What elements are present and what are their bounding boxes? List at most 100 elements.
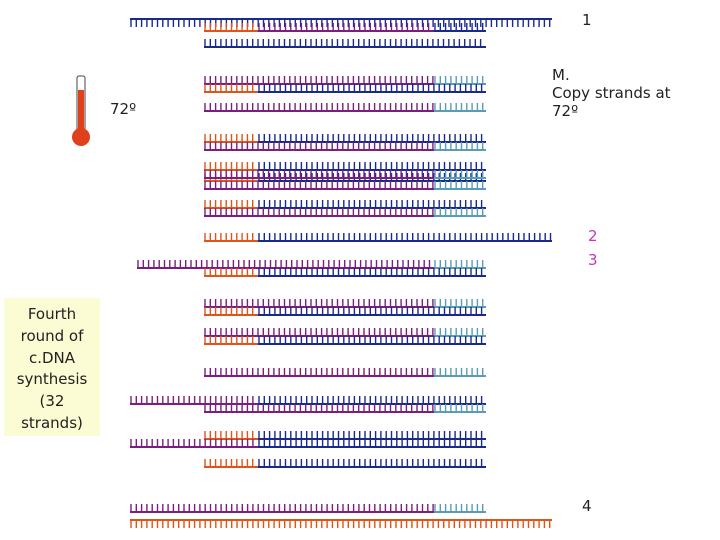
strand-bases <box>204 76 434 84</box>
strand-bases <box>258 439 483 447</box>
strand-bases <box>258 233 552 241</box>
strand-bases <box>434 76 484 84</box>
dna-strand <box>204 23 486 32</box>
dna-strand <box>204 39 486 48</box>
strand-bases <box>258 162 483 170</box>
round-box-line: (32 <box>39 392 65 410</box>
strand-bases <box>204 84 254 92</box>
dna-strand <box>204 181 486 190</box>
strand-bases <box>204 431 254 439</box>
dna-strand <box>204 162 486 171</box>
strand-bases <box>434 368 484 376</box>
strand-bases <box>434 504 484 512</box>
temperature-label: 72º <box>110 100 137 118</box>
round-box-line: Fourth <box>27 305 77 323</box>
dna-strand <box>204 307 486 316</box>
strand-bases <box>258 268 483 276</box>
strand-bases <box>258 396 483 404</box>
strand-bases <box>204 268 254 276</box>
dna-strand <box>204 459 486 468</box>
strand-bases <box>204 134 254 142</box>
dna-strand <box>204 404 486 413</box>
dna-strand <box>204 208 486 217</box>
step-2-label: 2 <box>588 227 598 245</box>
thermometer-icon <box>72 75 90 146</box>
strands-layer <box>130 18 552 528</box>
strand-bases <box>204 459 254 467</box>
strand-bases <box>204 39 482 47</box>
strand-bases <box>434 181 484 189</box>
strand-bases <box>130 439 254 447</box>
strand-bases <box>204 336 254 344</box>
strand-bases <box>258 23 430 31</box>
strand-bases <box>130 504 434 512</box>
step-3-label: 3 <box>588 251 598 269</box>
strand-bases <box>204 170 434 178</box>
step-m-text-line-2: 72º <box>552 102 579 120</box>
round-box-line: strands) <box>21 413 83 432</box>
strand-bases <box>204 103 434 111</box>
dna-strand <box>137 260 486 269</box>
fourth-round-box: Fourth round of c.DNA synthesis (32 stra… <box>4 298 100 436</box>
dna-strand <box>204 84 486 93</box>
strand-bases <box>204 142 434 150</box>
dna-strand <box>130 18 552 27</box>
strand-bases <box>130 396 254 404</box>
strand-bases <box>204 299 434 307</box>
strand-bases <box>204 162 254 170</box>
round-box-line: round of <box>20 326 84 345</box>
dna-strand <box>130 439 486 448</box>
strand-bases <box>434 170 484 178</box>
strand-bases <box>258 431 483 439</box>
dna-strand <box>130 519 552 528</box>
strand-bases <box>434 103 484 111</box>
dna-strand <box>204 328 486 337</box>
strand-bases <box>204 404 434 412</box>
strand-bases <box>204 233 254 241</box>
round-box-line: c.DNA <box>28 348 76 367</box>
strand-bases <box>434 142 484 150</box>
strand-bases <box>434 260 484 268</box>
strand-bases <box>204 368 434 376</box>
dna-strand <box>204 431 486 440</box>
strand-bases <box>130 19 551 27</box>
dna-strand <box>204 336 486 345</box>
dna-strand <box>204 134 486 143</box>
step-m-label: M. <box>552 66 570 84</box>
step-4-label: 4 <box>582 497 592 515</box>
dna-strand <box>204 170 486 179</box>
dna-strand <box>204 103 486 112</box>
strand-bases <box>258 84 483 92</box>
strand-bases <box>258 134 483 142</box>
dna-strand <box>204 299 486 308</box>
strand-bases <box>204 181 434 189</box>
strand-bases <box>204 307 254 315</box>
strand-bases <box>434 23 484 31</box>
strand-bases <box>258 459 483 467</box>
dna-strand <box>130 396 486 405</box>
strand-bases <box>137 260 431 268</box>
dna-strand <box>204 368 486 377</box>
dna-strand <box>204 233 552 242</box>
step-1-label: 1 <box>582 11 592 29</box>
strand-bases <box>130 520 551 528</box>
strand-bases <box>258 336 483 344</box>
dna-strand <box>204 76 486 85</box>
dna-strand <box>130 504 486 513</box>
strand-bases <box>434 404 484 412</box>
dna-strand <box>204 142 486 151</box>
dna-strand <box>204 268 486 277</box>
strand-bases <box>434 208 484 216</box>
strand-bases <box>204 208 434 216</box>
strand-bases <box>434 299 484 307</box>
strand-bases <box>204 23 254 31</box>
round-box-line: synthesis <box>16 370 88 389</box>
dna-strand <box>204 200 486 209</box>
step-m-text-line-1: Copy strands at <box>552 84 671 102</box>
strand-bases <box>204 328 434 336</box>
step-m-annotation: M. Copy strands at 72º <box>552 66 692 120</box>
strand-bases <box>258 200 483 208</box>
strand-bases <box>204 200 254 208</box>
strand-bases <box>258 307 483 315</box>
